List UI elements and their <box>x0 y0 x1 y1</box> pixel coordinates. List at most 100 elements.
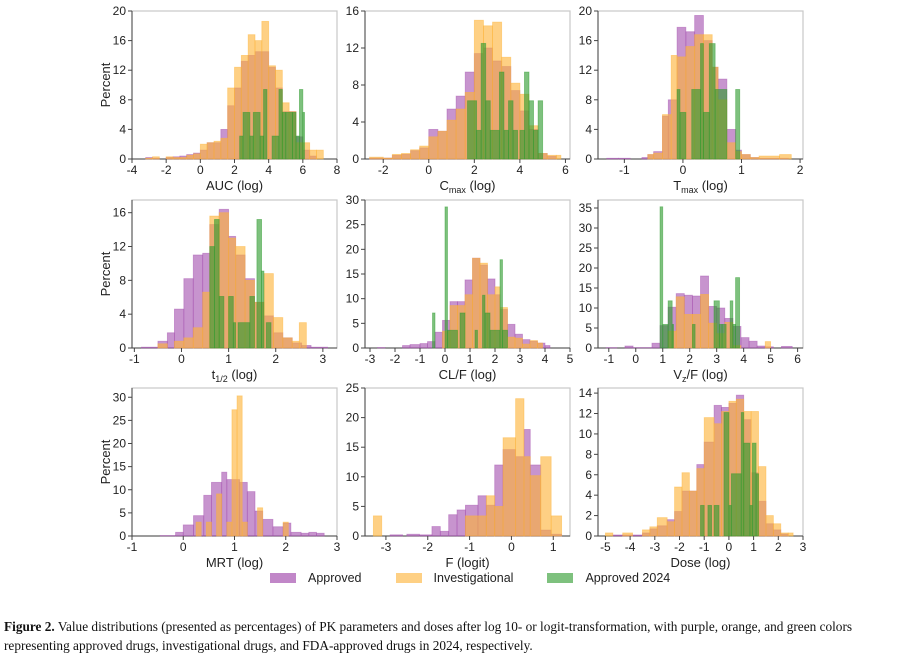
x-tick-label: -2 <box>674 540 685 554</box>
panel-auc-log: -4 -2 0 2 4 6 8 0 4 8 12 16 20 AUC (log) Percent <box>98 4 341 193</box>
y-tick-label: 15 <box>346 440 360 454</box>
y-tick-label: 15 <box>346 267 360 281</box>
x-tick-label: 4 <box>740 352 747 366</box>
bar-approved-2024 <box>209 246 215 349</box>
bar-investigational <box>779 154 792 160</box>
bar-approved-2024 <box>730 473 742 537</box>
bar-approved <box>310 346 328 349</box>
bar-approved-2024 <box>474 329 478 349</box>
x-tick-label: 2 <box>686 352 693 366</box>
panel-cmax-log: -2 0 2 4 6 0 4 8 12 16 Cmax (log) <box>346 4 571 195</box>
bar-investigational <box>647 154 655 160</box>
bar-approved-2024 <box>271 135 280 160</box>
bar-approved-2024 <box>723 412 730 537</box>
x-tick-label: -4 <box>625 540 636 554</box>
bar-approved <box>434 331 443 349</box>
y-tick-label: 25 <box>579 241 593 255</box>
bar-approved-2024 <box>707 504 713 537</box>
y-tick-label: 0 <box>119 341 126 355</box>
bar-approved-2024 <box>713 300 720 349</box>
y-tick-label: 12 <box>113 63 127 77</box>
x-tick-label: 4 <box>542 352 549 366</box>
x-tick-label: 1 <box>467 352 474 366</box>
bar-investigational <box>382 157 393 160</box>
y-tick-label: 6 <box>585 468 592 482</box>
bar-investigational <box>241 521 248 537</box>
bar-investigational <box>670 55 678 160</box>
bar-investigational <box>372 515 383 537</box>
series-approved-2024 <box>467 42 544 160</box>
bar-approved <box>175 531 184 537</box>
bar-approved <box>316 532 325 537</box>
x-tick-label: 4 <box>517 163 524 177</box>
bar-investigational <box>726 142 737 160</box>
bar-investigational <box>257 507 264 537</box>
x-tick-label: 4 <box>265 163 272 177</box>
bar-approved-2024 <box>489 129 500 160</box>
bar-approved <box>402 345 411 349</box>
x-tick-label: 2 <box>231 163 238 177</box>
bar-approved <box>300 532 310 537</box>
bar-investigational <box>502 437 517 537</box>
bar-investigational <box>236 395 243 537</box>
x-tick-label: 6 <box>299 163 306 177</box>
bar-approved <box>618 157 631 160</box>
bar-approved-2024 <box>228 296 234 349</box>
bar-approved <box>756 345 766 349</box>
bar-investigational <box>213 140 222 160</box>
y-tick-label: 16 <box>346 4 360 18</box>
y-tick-label: 5 <box>352 316 359 330</box>
x-tick-label: 5 <box>767 352 774 366</box>
panel-vz-f-log: -1 0 1 2 3 4 5 6 0 5 10 15 20 25 30 35 Vz/F (log) <box>579 199 804 384</box>
bar-approved-2024 <box>659 206 664 349</box>
bar-approved-2024 <box>299 89 304 160</box>
bar-investigational <box>206 142 215 160</box>
bar-approved <box>612 534 624 537</box>
bar-approved <box>221 471 228 537</box>
x-tick-label: -3 <box>649 540 660 554</box>
bar-investigational <box>741 154 751 160</box>
bar-investigational <box>465 515 487 537</box>
x-tick-label: 2 <box>282 540 289 554</box>
bar-approved-2024 <box>721 323 727 349</box>
bar-investigational <box>758 466 767 537</box>
y-tick-label: 0 <box>352 529 359 543</box>
x-tick-label: 2 <box>797 163 804 177</box>
bar-approved <box>141 346 159 349</box>
bar-investigational <box>749 157 760 160</box>
y-axis-label: Percent <box>98 251 113 296</box>
bar-investigational <box>227 87 235 160</box>
x-tick-label: -2 <box>378 163 389 177</box>
x-tick-label: 2 <box>471 163 478 177</box>
bar-investigational <box>282 521 289 537</box>
bar-approved-2024 <box>692 323 696 349</box>
bar-approved-2024 <box>256 219 262 349</box>
bar-approved-2024 <box>732 323 736 349</box>
bar-approved-2024 <box>278 89 283 160</box>
bar-approved-2024 <box>729 300 734 349</box>
bar-approved-2024 <box>444 206 448 349</box>
bar-approved-2024 <box>489 329 501 349</box>
bar-investigational <box>298 322 307 349</box>
bar-approved-2024 <box>743 442 751 537</box>
y-tick-label: 16 <box>113 206 127 220</box>
y-tick-label: 12 <box>579 63 593 77</box>
x-tick-label: 3 <box>517 352 524 366</box>
bar-approved-2024 <box>302 111 305 160</box>
bar-approved-2024 <box>252 111 261 160</box>
bar-approved-2024 <box>713 504 720 537</box>
bar-approved-2024 <box>239 135 244 160</box>
x-tick-label: 0 <box>425 163 432 177</box>
y-tick-label: 0 <box>585 152 592 166</box>
series-approved-2024 <box>659 206 741 349</box>
x-tick-label: 8 <box>334 163 341 177</box>
x-tick-label: -3 <box>381 540 392 554</box>
bar-investigational <box>683 313 693 349</box>
bar-investigational <box>758 155 780 160</box>
legend: Approved Investigational Approved 2024 <box>270 571 704 585</box>
x-tick-label: 0 <box>197 163 204 177</box>
y-tick-label: 4 <box>585 122 592 136</box>
bar-approved <box>740 337 750 349</box>
x-tick-label: 1 <box>738 163 745 177</box>
